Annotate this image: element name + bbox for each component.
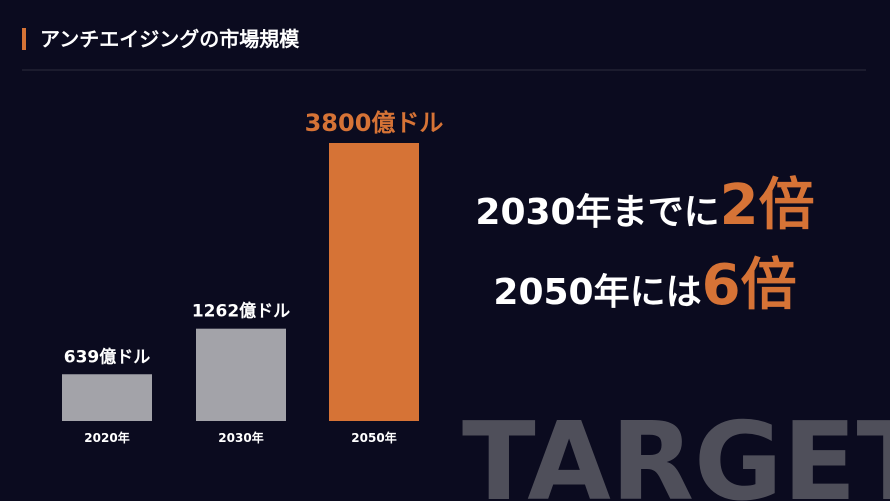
title-accent xyxy=(22,28,26,50)
annotation-highlight: 2倍 xyxy=(720,173,815,238)
value-label: 3800億ドル xyxy=(305,109,444,137)
bar xyxy=(62,374,152,421)
value-label: 1262億ドル xyxy=(192,301,290,322)
annotation-text: 2050年には xyxy=(493,272,701,313)
annotation-text: 2030年までに xyxy=(475,192,719,233)
chart: 639億ドル 2020年 1262億ドル 2030年 3800億ドル 2050年 xyxy=(62,109,443,445)
annotation-highlight: 6倍 xyxy=(702,253,797,318)
x-tick-label: 2030年 xyxy=(218,430,263,445)
value-label: 639億ドル xyxy=(64,346,151,367)
annotation: 2030年までに2倍 xyxy=(475,173,814,238)
x-tick-label: 2020年 xyxy=(84,430,129,445)
watermark: TARGET xyxy=(462,400,890,501)
annotations: 2030年までに2倍 2050年には6倍 xyxy=(475,173,814,318)
annotation: 2050年には6倍 xyxy=(493,253,796,318)
x-tick-label: 2050年 xyxy=(351,430,396,445)
chart-title: アンチエイジングの市場規模 xyxy=(40,27,300,51)
bar xyxy=(329,143,419,421)
bar xyxy=(196,328,286,421)
